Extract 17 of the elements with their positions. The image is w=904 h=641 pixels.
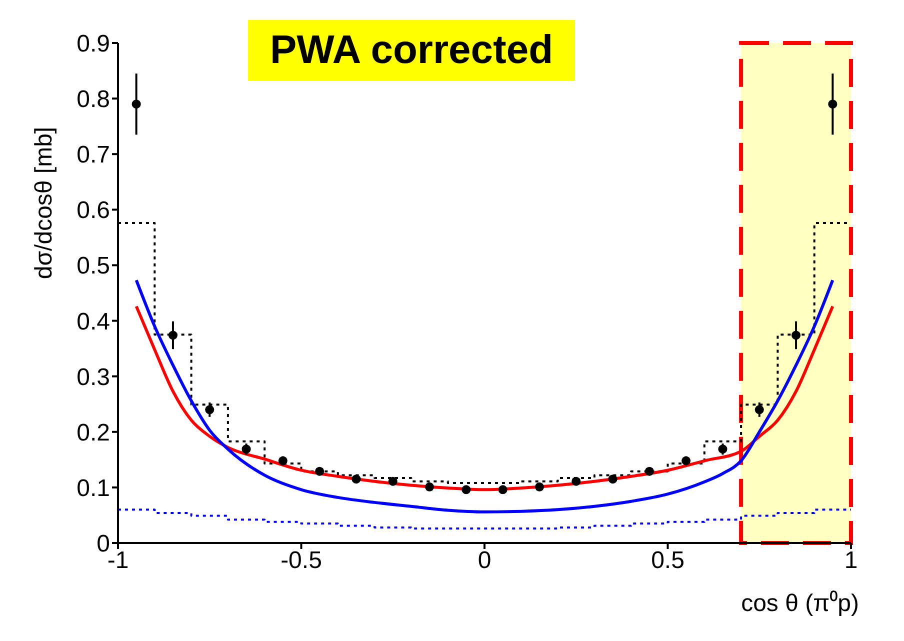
x-axis-title: cos θ (π⁰p) <box>741 590 859 617</box>
x-tick-label: 1 <box>844 547 858 574</box>
y-tick-label: 0.8 <box>76 86 110 114</box>
y-tick-label: 0.9 <box>76 30 110 58</box>
y-tick-label: 0.7 <box>76 142 110 169</box>
y-tick-label: 0.4 <box>76 308 110 336</box>
y-tick-label: 0.1 <box>76 474 110 502</box>
annotation: PWA corrected <box>248 20 576 81</box>
x-tick-label: -0.5 <box>280 547 322 574</box>
y-tick-label: 0.5 <box>76 252 110 280</box>
y-tick-label: 0.6 <box>76 197 110 224</box>
y-axis-title: dσ/dcosθ [mb] <box>30 126 58 280</box>
y-tick-label: 0.2 <box>76 419 110 446</box>
x-tick-label: -1 <box>107 547 129 574</box>
y-tick-label: 0.3 <box>76 364 110 391</box>
x-tick-label: 0 <box>478 547 492 574</box>
x-tick-label: 0.5 <box>651 547 684 574</box>
